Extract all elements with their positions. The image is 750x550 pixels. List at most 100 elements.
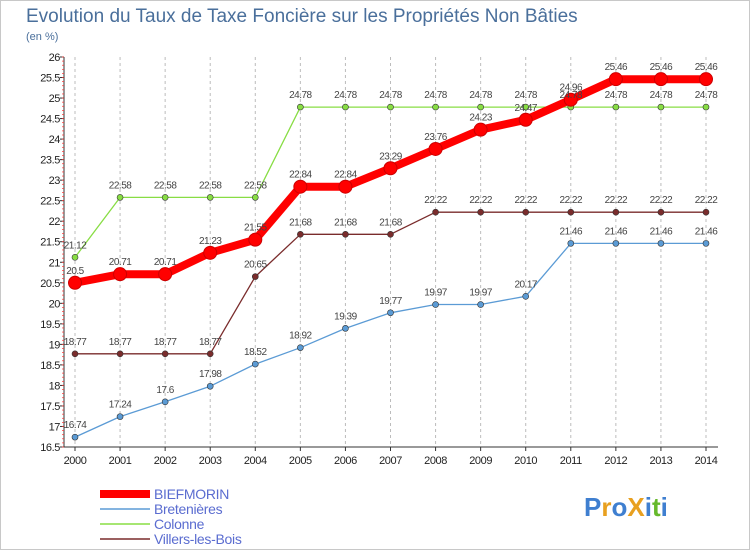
data-label: 21.46 [560, 226, 583, 237]
y-tick-label: 18.5 [40, 360, 60, 372]
data-point [116, 194, 124, 201]
data-point [206, 194, 214, 201]
data-point [342, 325, 349, 332]
data-label: 24.78 [469, 90, 492, 101]
data-point [68, 275, 82, 290]
y-tick-label: 23 [49, 175, 61, 187]
data-point [297, 103, 304, 111]
data-label: 21.46 [650, 226, 673, 237]
data-point [657, 103, 665, 111]
y-tick-label: 25.5 [40, 73, 60, 85]
data-label: 22.84 [334, 170, 357, 181]
data-point [248, 232, 263, 247]
data-point [522, 293, 530, 300]
data-label: 22.58 [154, 180, 177, 191]
y-tick-label: 16.5 [40, 442, 60, 454]
data-label: 24.78 [424, 90, 447, 101]
y-tick-label: 18 [49, 380, 61, 392]
y-tick-label: 26 [49, 52, 61, 64]
x-tick-label: 2010 [514, 455, 537, 467]
data-label: 24.47 [514, 103, 537, 114]
proxiti-logo: ProXiti [584, 492, 668, 522]
y-tick-label: 20.5 [40, 278, 60, 290]
data-label: 22.84 [289, 170, 312, 181]
data-label: 23.76 [424, 132, 447, 143]
y-tick-label: 17 [49, 421, 61, 433]
data-label: 22.58 [199, 180, 222, 191]
data-label: 18.77 [64, 337, 87, 348]
x-tick-label: 2004 [244, 455, 267, 467]
data-point [387, 103, 394, 111]
data-point [251, 273, 259, 280]
data-label: 21.68 [289, 217, 312, 228]
data-label: 22.22 [560, 195, 583, 206]
data-label: 22.22 [424, 195, 447, 206]
x-tick-label: 2005 [289, 455, 312, 467]
data-label: 20.71 [109, 257, 132, 268]
data-label: 18.77 [154, 337, 177, 348]
data-label: 16.74 [64, 420, 87, 431]
data-label: 24.78 [650, 90, 673, 101]
x-tick-label: 2007 [379, 455, 402, 467]
data-label: 18.77 [109, 337, 132, 348]
data-point [657, 240, 665, 247]
logo-letter: r [601, 492, 611, 522]
data-label: 24.78 [334, 90, 357, 101]
data-point [71, 254, 79, 261]
data-label: 19.97 [469, 288, 492, 299]
data-point [428, 141, 443, 156]
data-point [71, 433, 79, 441]
y-tick-label: 20 [49, 298, 61, 310]
logo-letter: i [645, 492, 652, 522]
data-point [702, 103, 710, 111]
proxiti-logo-text: ProXiti [584, 492, 668, 522]
y-tick-label: 23.5 [40, 155, 60, 167]
x-tick-label: 2002 [154, 455, 177, 467]
data-point [338, 179, 353, 194]
data-point [387, 231, 394, 238]
data-point [251, 360, 259, 368]
data-label: 17.24 [109, 400, 132, 411]
data-label: 22.22 [514, 195, 537, 206]
data-point [612, 208, 620, 216]
data-point [702, 208, 710, 216]
x-tick-label: 2006 [334, 455, 357, 467]
data-point [161, 350, 169, 358]
data-point [567, 240, 575, 247]
data-point [161, 398, 169, 406]
axis-layer: 16.5 17 17.5 18 18.5 19 19.5 20 20.5 21 21.5 22 22.5… [40, 52, 718, 467]
data-label: 25.46 [695, 62, 718, 73]
data-label: 18.52 [244, 347, 267, 358]
data-point [657, 208, 665, 216]
series-breteni-res [71, 240, 710, 441]
logo-letter: X [627, 492, 645, 522]
data-point [432, 208, 439, 216]
data-label-layer: 21.12 22.58 22.58 22.58 22.58 24.78 24.78 24.78… [64, 62, 719, 431]
series-colonne [71, 103, 710, 261]
x-tick-label: 2012 [604, 455, 627, 467]
data-point [116, 350, 124, 358]
y-tick-label: 25 [49, 93, 61, 105]
y-tick-label: 19.5 [40, 319, 60, 331]
data-point [563, 92, 578, 107]
data-label: 22.22 [650, 195, 673, 206]
logo-letter: o [611, 492, 627, 522]
data-label: 21.68 [379, 217, 402, 228]
logo-letter: t [652, 492, 661, 522]
x-tick-label: 2011 [560, 455, 582, 467]
data-point [297, 344, 304, 351]
data-label: 21.46 [695, 226, 718, 237]
x-tick-label: 2014 [695, 455, 718, 467]
legend-label: Bretenières [154, 501, 223, 517]
data-label: 18.77 [199, 337, 222, 348]
data-point [203, 245, 218, 260]
data-label: 22.58 [109, 180, 132, 191]
data-label: 23.29 [379, 151, 402, 162]
data-label: 22.58 [244, 180, 267, 191]
data-point [293, 179, 308, 194]
data-label: 18.92 [289, 331, 312, 342]
y-tick-label: 17.5 [40, 401, 60, 413]
data-label: 17.6 [156, 385, 174, 396]
data-label: 22.22 [605, 195, 628, 206]
data-point [702, 240, 710, 247]
